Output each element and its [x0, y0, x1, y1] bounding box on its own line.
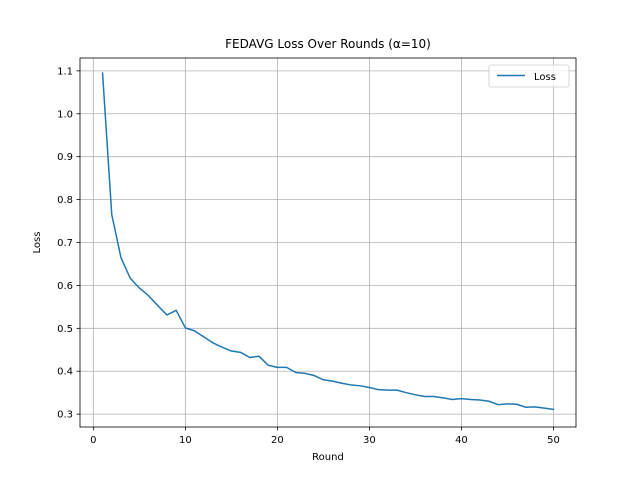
- x-tick-label: 10: [179, 435, 192, 446]
- x-tick-label: 40: [455, 435, 468, 446]
- x-tick-label: 30: [363, 435, 376, 446]
- y-tick-label: 0.5: [57, 324, 73, 335]
- chart-title: FEDAVG Loss Over Rounds (α=10): [225, 37, 431, 51]
- y-tick-label: 0.9: [57, 152, 73, 163]
- x-tick-label: 50: [547, 435, 560, 446]
- y-tick-label: 0.6: [57, 281, 73, 292]
- grid-layer: [80, 58, 576, 427]
- legend-box: [488, 64, 570, 88]
- y-tick-label: 0.7: [57, 238, 73, 249]
- y-tick-label: 1.1: [57, 66, 73, 77]
- x-tick-label: 20: [271, 435, 284, 446]
- y-tick-label: 0.8: [57, 195, 73, 206]
- series-line-loss: [101, 72, 555, 411]
- x-axis-label: Round: [312, 452, 344, 463]
- legend-label-loss: Loss: [534, 72, 556, 83]
- x-tick-label: 0: [90, 435, 96, 446]
- y-tick-label: 0.4: [57, 367, 73, 378]
- legend: Loss: [488, 64, 570, 88]
- y-tick-label: 0.3: [57, 410, 73, 421]
- tick-layer: 0 10 20 30 40 50 0.3 0.4 0.5 0.6 0.7 0.8 0.9 1.0 1.1: [57, 66, 560, 446]
- y-axis-label: Loss: [32, 232, 43, 254]
- series-layer: [101, 72, 555, 411]
- y-tick-label: 1.0: [57, 109, 73, 120]
